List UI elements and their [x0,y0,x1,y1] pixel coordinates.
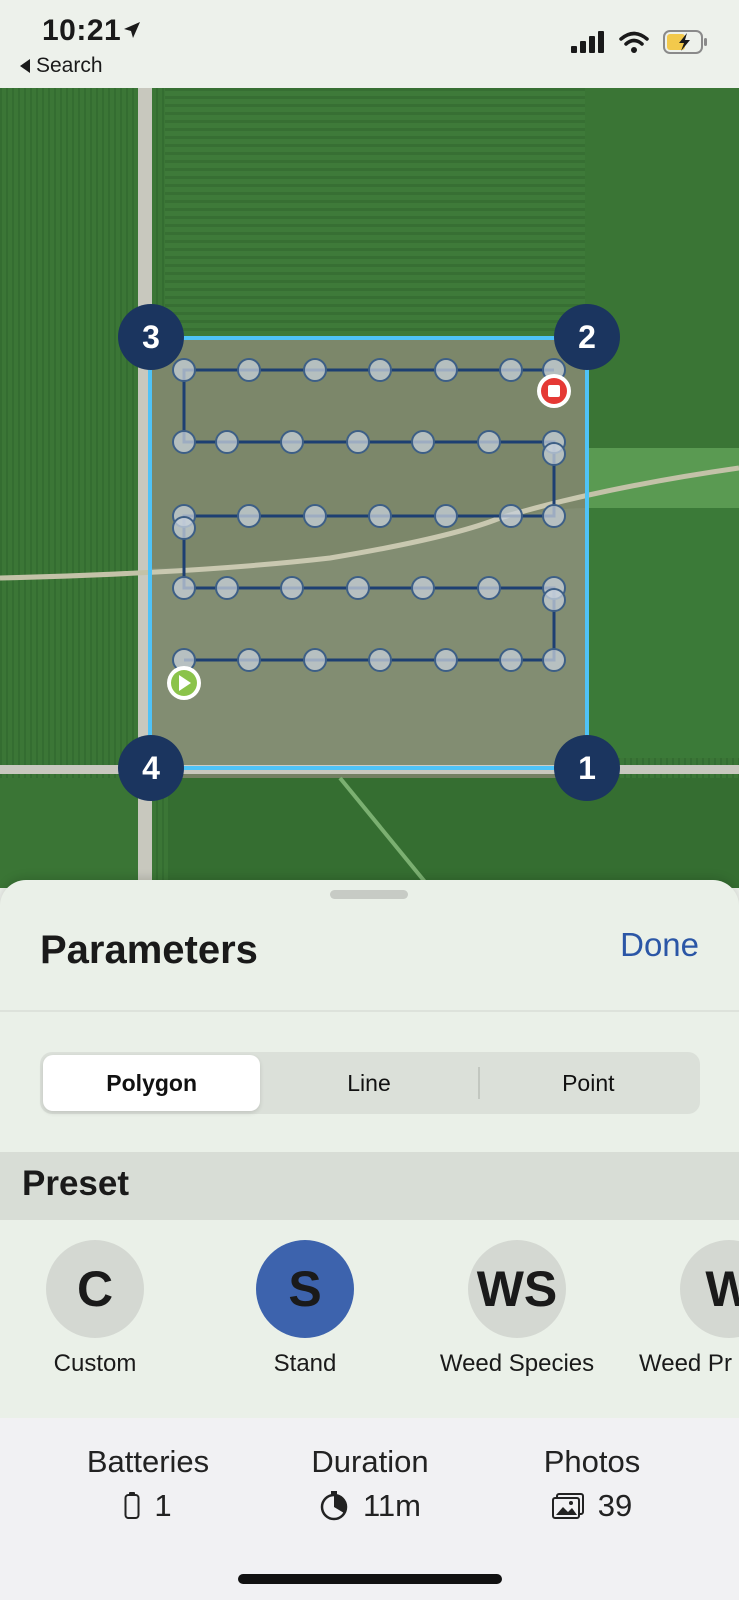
back-arrow-icon [20,59,30,73]
preset-avatar: WS [468,1240,566,1338]
preset-avatar: S [256,1240,354,1338]
preset-stand[interactable]: S Stand [250,1240,360,1378]
vertex-label: 1 [578,749,596,786]
preset-label: Stand [273,1350,337,1377]
battery-charging-icon [663,30,707,54]
segment-separator [477,1067,480,1099]
wifi-icon [619,31,649,53]
mission-type-segmented-control: Polygon Line Point [40,1052,700,1114]
photos-value: 39 [597,1488,633,1523]
status-bar: 10:21 Search [0,0,739,88]
preset-label: Weed Pr [639,1350,732,1377]
location-arrow-icon [124,22,140,38]
duration-value: 11m [362,1488,421,1523]
signal-icon [571,31,604,53]
home-indicator[interactable] [238,1574,502,1584]
segment-polygon[interactable]: Polygon [43,1055,261,1111]
vertex-label: 4 [142,749,160,786]
preset-section-header: Preset [0,1152,739,1220]
preset-carousel[interactable]: C Custom S Stand WS Weed Species W Weed … [0,1240,739,1390]
vertex-marker-3[interactable]: 3 [118,304,184,370]
vertex-label: 3 [142,318,160,355]
done-button[interactable]: Done [620,926,699,963]
vertex-marker-4[interactable]: 4 [118,735,184,801]
preset-weed-pressure[interactable]: W Weed Pr [636,1240,739,1378]
preset-custom[interactable]: C Custom [40,1240,150,1378]
batteries-label: Batteries [86,1444,210,1479]
duration-stat: Duration 11m [280,1444,460,1524]
vertex-marker-1[interactable]: 1 [554,735,620,801]
batteries-value: 1 [154,1488,172,1523]
preset-label: Custom [53,1350,137,1377]
preset-avatar: C [46,1240,144,1338]
preset-avatar: W [680,1240,739,1338]
mission-summary: Batteries 1 Duration 11m Photos [0,1418,739,1600]
status-time: 10:21 [42,14,122,47]
back-search-label: Search [36,54,103,77]
sheet-grabber[interactable] [330,890,408,899]
satellite-map[interactable] [0,88,739,888]
batteries-stat: Batteries 1 [58,1444,238,1524]
stop-icon[interactable] [537,374,571,408]
vertex-marker-2[interactable]: 2 [554,304,620,370]
photo-icon [551,1493,584,1519]
back-to-search-button[interactable]: Search [20,54,103,78]
map-view[interactable]: 3 2 4 1 [0,88,739,888]
play-icon[interactable] [167,666,201,700]
sheet-title: Parameters [40,928,258,972]
duration-label: Duration [311,1444,429,1479]
timer-icon [320,1491,348,1521]
segment-line[interactable]: Line [260,1055,477,1111]
photos-stat: Photos 39 [502,1444,682,1524]
preset-header-label: Preset [22,1164,130,1203]
preset-label: Weed Species [439,1350,595,1377]
photos-label: Photos [543,1444,641,1479]
battery-icon [124,1492,140,1519]
preset-weed-species[interactable]: WS Weed Species [427,1240,607,1378]
vertex-label: 2 [578,318,596,355]
divider [0,1010,739,1012]
waypoints [172,358,566,672]
segment-point[interactable]: Point [480,1055,697,1111]
